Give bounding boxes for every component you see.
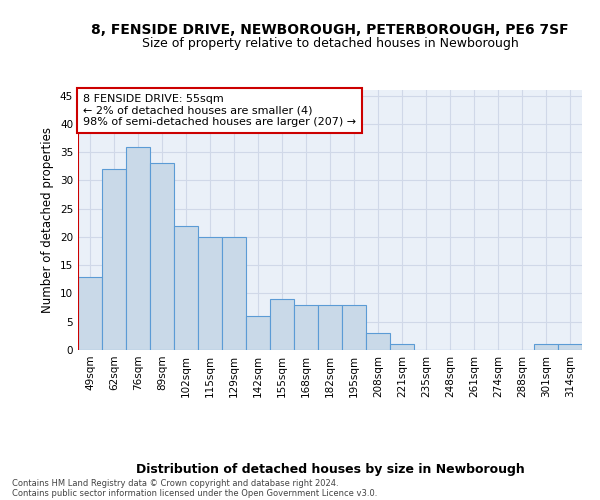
Bar: [318, 305, 342, 350]
Bar: [198, 237, 222, 350]
Text: Size of property relative to detached houses in Newborough: Size of property relative to detached ho…: [142, 38, 518, 51]
Bar: [366, 333, 390, 350]
Bar: [222, 237, 246, 350]
Bar: [102, 169, 126, 350]
Bar: [246, 316, 270, 350]
Bar: [534, 344, 558, 350]
Bar: [270, 299, 294, 350]
Bar: [78, 276, 102, 350]
Bar: [558, 344, 582, 350]
Y-axis label: Number of detached properties: Number of detached properties: [41, 127, 55, 313]
Text: 8, FENSIDE DRIVE, NEWBOROUGH, PETERBOROUGH, PE6 7SF: 8, FENSIDE DRIVE, NEWBOROUGH, PETERBOROU…: [91, 22, 569, 36]
Bar: [342, 305, 366, 350]
Bar: [390, 344, 414, 350]
Text: Contains HM Land Registry data © Crown copyright and database right 2024.: Contains HM Land Registry data © Crown c…: [12, 479, 338, 488]
Bar: [126, 146, 150, 350]
Bar: [150, 164, 174, 350]
Text: 8 FENSIDE DRIVE: 55sqm
← 2% of detached houses are smaller (4)
98% of semi-detac: 8 FENSIDE DRIVE: 55sqm ← 2% of detached …: [83, 94, 356, 127]
Bar: [174, 226, 198, 350]
Bar: [294, 305, 318, 350]
Text: Distribution of detached houses by size in Newborough: Distribution of detached houses by size …: [136, 462, 524, 475]
Text: Contains public sector information licensed under the Open Government Licence v3: Contains public sector information licen…: [12, 489, 377, 498]
